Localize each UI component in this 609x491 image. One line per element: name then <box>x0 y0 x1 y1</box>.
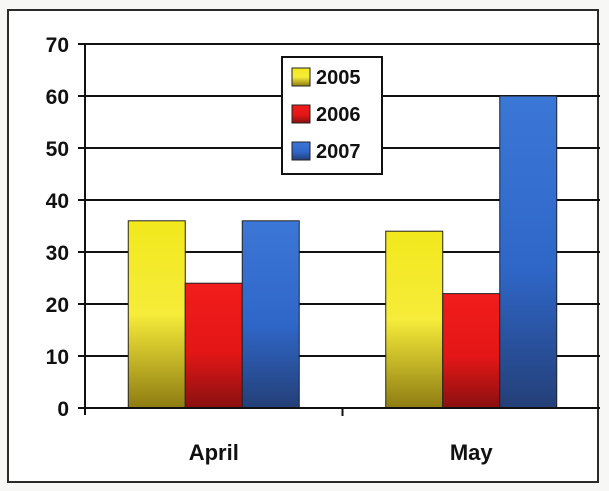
bar-may-2006 <box>442 293 501 409</box>
bar-may-2007 <box>499 95 558 409</box>
legend-swatch-2005 <box>291 67 311 87</box>
category-label-april: April <box>189 440 239 465</box>
y-tick-labels: 0 10 20 30 40 50 60 70 <box>46 34 69 421</box>
bar-may-2005 <box>385 230 444 409</box>
bar-april-2005 <box>127 220 186 409</box>
legend-swatch-2007 <box>291 141 311 161</box>
bars <box>127 95 558 409</box>
y-tick-label-50: 50 <box>46 138 69 161</box>
bar-april-2007 <box>241 220 300 409</box>
legend-swatch-2006 <box>291 104 311 124</box>
y-tick-label-40: 40 <box>46 190 69 213</box>
legend-label-2005: 2005 <box>316 67 361 89</box>
y-tick-label-70: 70 <box>46 34 69 57</box>
legend-label-2006: 2006 <box>316 104 361 126</box>
y-tick-label-0: 0 <box>57 398 69 421</box>
legend: 2005 2006 2007 <box>281 56 383 175</box>
y-tick-label-20: 20 <box>46 294 69 317</box>
category-labels: April May <box>189 440 494 465</box>
bar-april-2006 <box>184 282 243 409</box>
legend-label-2007: 2007 <box>316 141 361 163</box>
y-tick-label-10: 10 <box>46 346 69 369</box>
y-tick-label-60: 60 <box>46 86 69 109</box>
category-label-may: May <box>450 440 494 465</box>
y-tick-label-30: 30 <box>46 242 69 265</box>
axes <box>78 43 600 416</box>
